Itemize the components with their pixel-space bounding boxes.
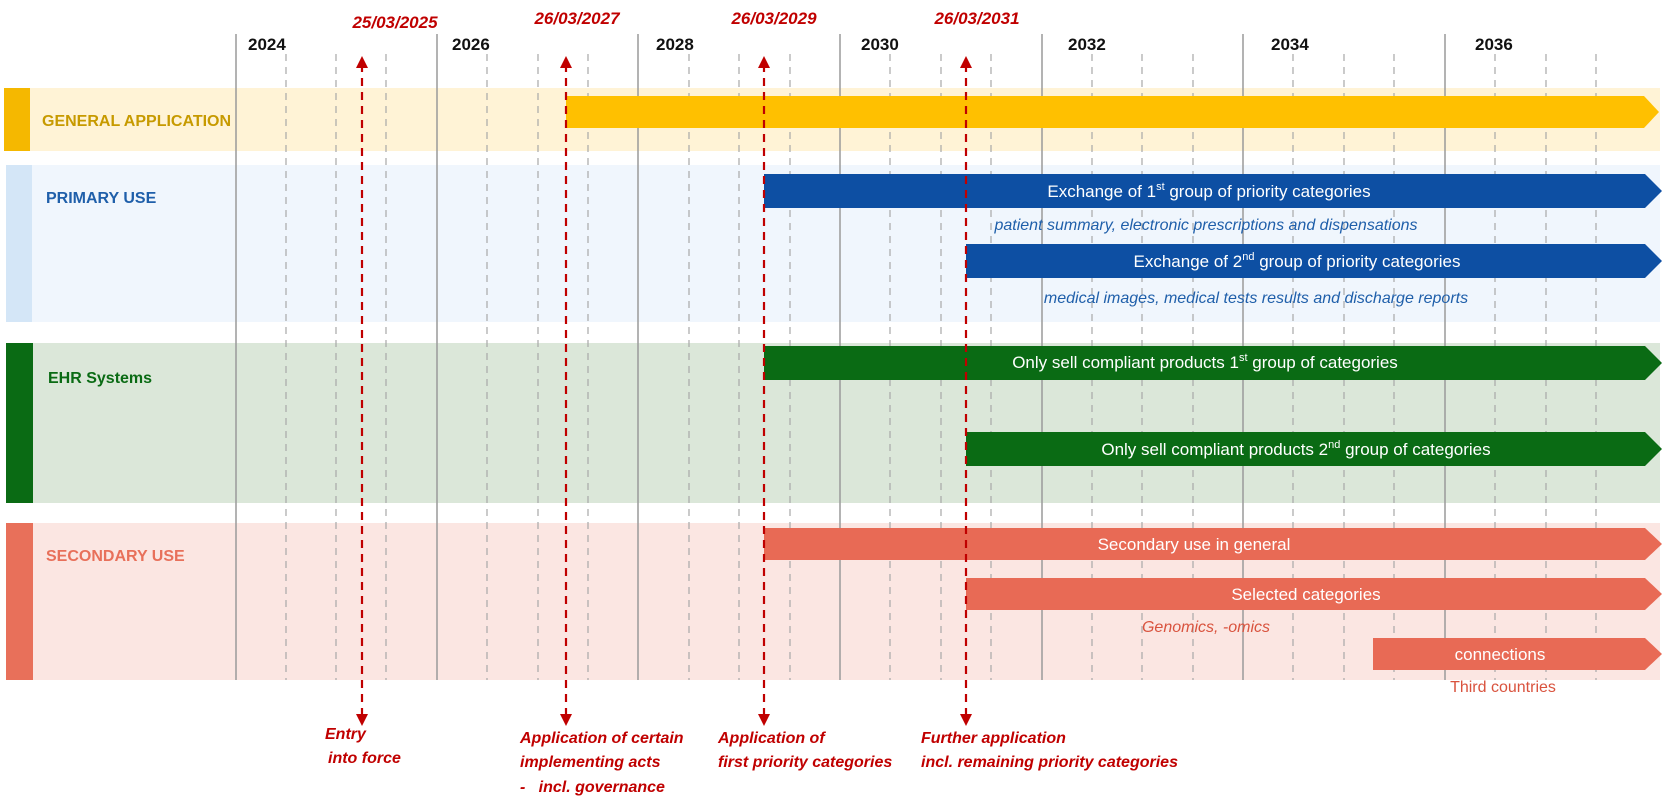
year-label: 2034 [1271, 35, 1309, 54]
milestone-caption: Entry [325, 726, 367, 743]
year-label: 2032 [1068, 35, 1106, 54]
row-label-primary: PRIMARY USE [46, 190, 157, 207]
milestone-caption: - incl. governance [520, 779, 665, 796]
secondary-bar-1-label: Secondary use in general [1098, 535, 1291, 554]
arrow-up-icon [560, 56, 572, 68]
primary-note-1: patient summary, electronic prescription… [993, 217, 1417, 234]
arrow-up-icon [960, 56, 972, 68]
year-label: 2036 [1475, 35, 1513, 54]
milestone-caption: Application of certain [519, 730, 684, 747]
secondary-bar-1 [764, 528, 1662, 560]
milestone-caption: into force [328, 750, 401, 767]
secondary-band-accent [6, 523, 33, 680]
milestone-lines [360, 64, 968, 716]
arrow-up-icon [356, 56, 368, 68]
secondary-note-3: Third countries [1450, 679, 1556, 696]
milestone-date: 26/03/2029 [730, 9, 817, 28]
year-label: 2026 [452, 35, 490, 54]
secondary-bar-3-label: connections [1455, 645, 1546, 664]
ehr-band-accent [6, 343, 33, 503]
primary-bar-2 [966, 244, 1662, 278]
arrow-up-icon [758, 56, 770, 68]
arrow-down-icon [560, 714, 572, 726]
primary-bar-2-label: Exchange of 2nd group of priority catego… [1134, 251, 1461, 271]
milestone-date: 26/03/2027 [533, 9, 621, 28]
primary-bar-1-label: Exchange of 1st group of priority catego… [1047, 181, 1370, 201]
milestone-caption: Further application [921, 730, 1066, 747]
secondary-note-2: Genomics, -omics [1142, 619, 1270, 636]
secondary-bar-2 [966, 578, 1662, 610]
milestone-caption: first priority categories [718, 754, 892, 771]
primary-bar-1 [764, 174, 1662, 208]
year-label: 2030 [861, 35, 899, 54]
arrow-down-icon [356, 714, 368, 726]
row-label-ehr: EHR Systems [48, 370, 152, 387]
milestone-arrowheads [356, 56, 972, 726]
ehr-bar-1-label: Only sell compliant products 1st group o… [1012, 352, 1398, 372]
secondary-bar-3 [1373, 638, 1662, 670]
ehr-bar-1 [764, 346, 1662, 380]
milestone-caption: incl. remaining priority categories [921, 754, 1178, 771]
year-label: 2028 [656, 35, 694, 54]
secondary-bar-2-label: Selected categories [1231, 585, 1380, 604]
arrow-down-icon [758, 714, 770, 726]
year-label: 2024 [248, 35, 286, 54]
milestone-caption: Application of [717, 730, 826, 747]
row-label-secondary: SECONDARY USE [46, 548, 185, 565]
row-label-general: GENERAL APPLICATION [42, 113, 231, 130]
ehr-bar-2-label: Only sell compliant products 2nd group o… [1101, 439, 1490, 459]
milestone-date: 26/03/2031 [933, 9, 1019, 28]
ehr-bar-2 [966, 432, 1662, 466]
arrow-down-icon [960, 714, 972, 726]
year-labels: 2024 2026 2028 2030 2032 2034 2036 [248, 35, 1513, 54]
general-band-accent [4, 88, 30, 151]
milestone-caption: implementing acts [520, 754, 661, 771]
general-application-bar [566, 96, 1659, 128]
milestone-date: 25/03/2025 [351, 13, 438, 32]
primary-band-accent [6, 165, 32, 322]
primary-note-2: medical images, medical tests results an… [1044, 290, 1468, 307]
